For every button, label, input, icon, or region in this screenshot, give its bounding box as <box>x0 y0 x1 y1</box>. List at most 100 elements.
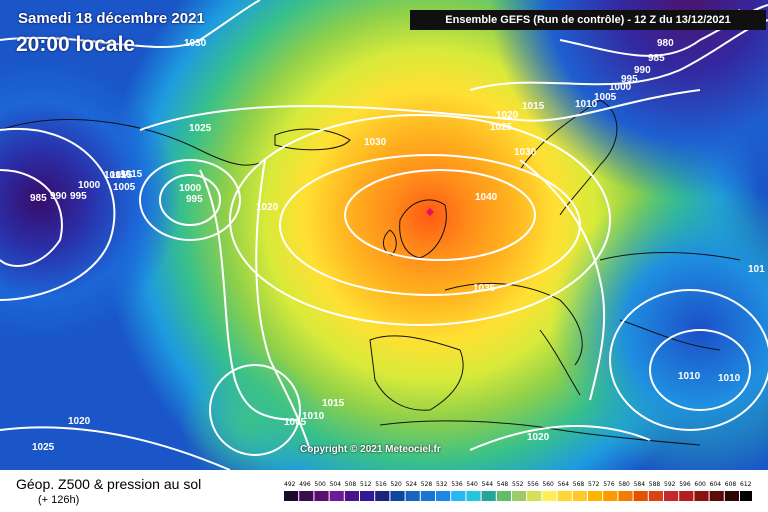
legend-swatch <box>360 491 375 501</box>
legend-tick-label: 596 <box>679 481 691 488</box>
isobar-label: 101 <box>748 264 765 275</box>
legend-swatch <box>603 491 618 501</box>
isobar-western-low-995 <box>0 127 116 301</box>
isobar-label: 1015 <box>104 170 127 181</box>
footer-title: Géop. Z500 & pression au sol <box>16 476 202 492</box>
isobar-label: 1015 <box>522 101 545 112</box>
legend-tick-label: 544 <box>482 481 494 488</box>
legend-swatch <box>420 491 435 501</box>
legend-swatch <box>648 491 663 501</box>
isobar-low-1000 <box>139 159 241 241</box>
legend-tick-label: 524 <box>406 481 418 488</box>
isobar-label: 1015 <box>110 170 133 181</box>
legend-swatch <box>542 491 557 501</box>
isobar-high-1040 <box>344 169 536 261</box>
coastlines <box>0 99 741 446</box>
isobar-northeast-1005 <box>469 19 768 91</box>
coast-greenland <box>0 119 266 166</box>
legend-swatch <box>512 491 527 501</box>
legend-tick-label: 564 <box>558 481 570 488</box>
legend-tick-label: 572 <box>588 481 600 488</box>
isobar-1015-west <box>199 169 301 421</box>
legend-tick-label: 608 <box>725 481 737 488</box>
isobar-high-1030 <box>229 114 611 326</box>
isobar-label: 1020 <box>68 416 91 427</box>
legend-swatch <box>299 491 314 501</box>
legend-swatch <box>664 491 679 501</box>
coast-scandinavia <box>519 99 618 216</box>
isobar-label: 1020 <box>527 432 550 443</box>
isobar-label: 1025 <box>32 442 55 453</box>
coast-british-isles <box>399 199 447 259</box>
legend-tick-label: 500 <box>314 481 326 488</box>
isobar-label: 980 <box>657 38 674 49</box>
forecast-date: Samedi 18 décembre 2021 <box>18 10 205 27</box>
coast-eastern-europe <box>599 252 741 351</box>
legend-swatch <box>314 491 329 501</box>
legend-swatch <box>694 491 709 501</box>
copyright-notice: Copyright © 2021 Meteociel.fr <box>300 444 441 455</box>
isobar-label: 1000 <box>78 180 101 191</box>
legend-tick-label: 496 <box>299 481 311 488</box>
isobar-label: 1005 <box>284 417 307 428</box>
isobar-label: 1030 <box>514 147 537 158</box>
coast-western-europe <box>444 282 583 366</box>
legend-tick-label: 568 <box>573 481 585 488</box>
isobar-label: 1030 <box>364 137 387 148</box>
model-run-banner: Ensemble GEFS (Run de contrôle) - 12 Z d… <box>410 10 766 30</box>
isobar-1025-north <box>139 89 701 131</box>
coast-north-africa <box>379 420 701 446</box>
legend-tick-label: 540 <box>466 481 478 488</box>
footer-lead-time: (+ 126h) <box>38 494 80 506</box>
legend-swatch <box>466 491 481 501</box>
isobar-label: 1035 <box>473 283 496 294</box>
legend-tick-label: 552 <box>512 481 524 488</box>
legend-swatch <box>724 491 739 501</box>
isobar-label: 1015 <box>120 169 143 180</box>
legend-swatch <box>405 491 420 501</box>
isobar-low-995 <box>159 174 221 226</box>
isobar-western-low-985 <box>0 169 63 267</box>
isobar-label: 990 <box>634 65 651 76</box>
isobar-label: 990 <box>50 191 67 202</box>
isobar-label: 1025 <box>490 122 513 133</box>
legend-swatch <box>390 491 405 501</box>
legend-swatch <box>588 491 603 501</box>
coast-iceland <box>274 128 351 151</box>
legend-tick-label: 532 <box>436 481 448 488</box>
legend-swatch <box>481 491 496 501</box>
legend-tick-label: 492 <box>284 481 296 488</box>
isobar-1020-west <box>255 159 311 451</box>
legend-tick-label: 556 <box>527 481 539 488</box>
isobar-label: 985 <box>30 193 47 204</box>
isobar-label: 1010 <box>575 99 598 110</box>
isobar-label: 1010 <box>718 373 741 384</box>
legend-swatch <box>329 491 344 501</box>
legend-tick-label: 588 <box>649 481 661 488</box>
legend-tick-label: 604 <box>710 481 722 488</box>
isobar-label: 1040 <box>475 192 498 203</box>
legend-tick-label: 512 <box>360 481 372 488</box>
color-scale-legend: 492 496 500 504 508 512 516 520 524 528 532 536 540 5… <box>284 481 752 501</box>
legend-swatch <box>572 491 587 501</box>
isobar-europe-1030 <box>519 159 606 401</box>
legend-swatch <box>557 491 572 501</box>
legend-swatch <box>679 491 694 501</box>
legend-swatch <box>344 491 359 501</box>
legend-tick-label: 612 <box>740 481 752 488</box>
isobar-eastern-1015 <box>609 289 768 431</box>
legend-swatch <box>375 491 390 501</box>
high-center-icon <box>426 208 434 216</box>
legend-swatch <box>451 491 466 501</box>
isobar-label: 1000 <box>179 183 202 194</box>
legend-swatch <box>709 491 724 501</box>
legend-tick-label: 528 <box>421 481 433 488</box>
isobar-label: 1010 <box>678 371 701 382</box>
isobar-low-south-1010 <box>209 364 301 456</box>
legend-tick-label: 600 <box>694 481 706 488</box>
legend-swatch <box>618 491 633 501</box>
coast-iberia <box>369 335 464 411</box>
isobar-label: 1005 <box>594 92 617 103</box>
legend-tick-label: 560 <box>542 481 554 488</box>
